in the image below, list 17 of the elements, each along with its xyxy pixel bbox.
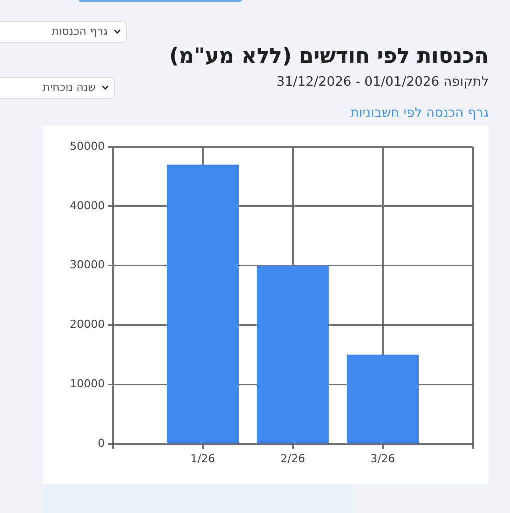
dropdown[interactable]: גרף הכנסות xyxy=(0,21,127,43)
y-tick-label: 10000 xyxy=(70,377,105,390)
y-tick-label: 30000 xyxy=(70,258,105,272)
y-tick-label: 20000 xyxy=(70,318,105,332)
text: גרף הכנסה לפי חשבוניות xyxy=(350,106,489,122)
y-tick-label: 0 xyxy=(98,436,105,450)
bar xyxy=(167,164,239,444)
y-tick-label: 50000 xyxy=(70,140,105,153)
x-tick-label: 2/26 xyxy=(280,452,306,466)
bar xyxy=(257,266,329,444)
chart-title: הכנסות לפי חודשים (ללא מע"מ) xyxy=(169,43,489,69)
x-tick-label: 3/26 xyxy=(370,452,396,466)
x-tick-label: 1/26 xyxy=(190,452,216,466)
dropdown[interactable]: שנה נוכחית xyxy=(0,77,115,99)
y-tick-label: 40000 xyxy=(70,199,105,212)
chart-subtitle: לתקופה 01/01/2026 - 31/12/2026 xyxy=(276,75,489,91)
bar xyxy=(347,354,419,444)
